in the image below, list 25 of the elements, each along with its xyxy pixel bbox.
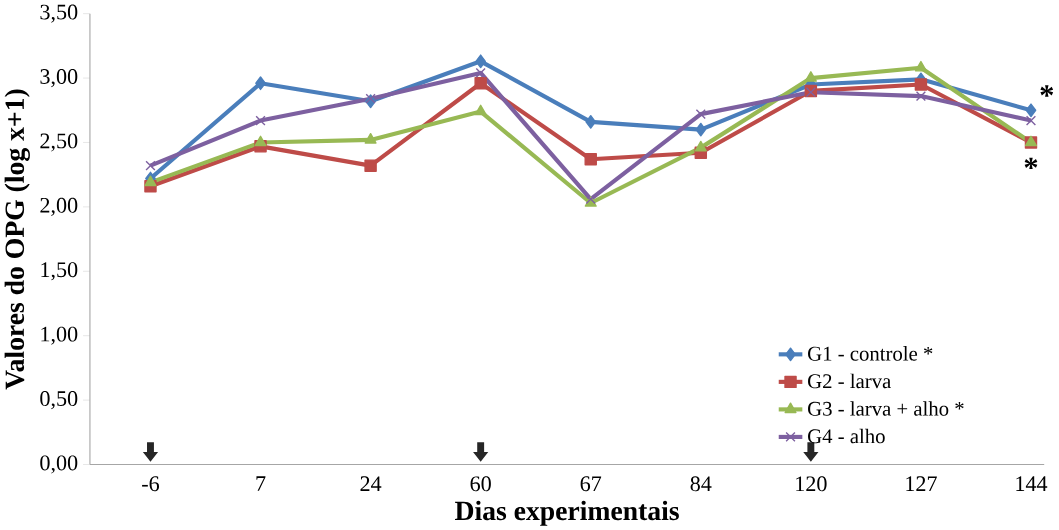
- legend-label: G1 - controle *: [808, 345, 933, 361]
- y-tick-label: 3,50: [40, 4, 78, 23]
- legend-label: G2 - larva: [808, 373, 891, 389]
- x-tick-label: -6: [142, 476, 160, 491]
- y-tick-label: 2,50: [40, 133, 78, 152]
- y-tick-label: 3,00: [40, 68, 78, 87]
- y-tick-label: 0,50: [40, 390, 78, 409]
- x-tick-label: 120: [796, 476, 827, 492]
- legend-label: G3 - larva + alho *: [808, 400, 964, 416]
- legend-label: G4 - alho: [808, 428, 885, 444]
- y-tick-label: 2,00: [40, 197, 78, 216]
- x-tick-label: 67: [580, 476, 602, 491]
- y-tick-label: 1,00: [41, 326, 78, 345]
- x-axis-title: Dias experimentais: [455, 500, 679, 526]
- x-tick-label: 7: [256, 476, 266, 491]
- x-tick-label: 24: [360, 476, 382, 491]
- x-tick-label: 84: [690, 476, 712, 492]
- y-axis-title: Valores do OPG (log x+1): [4, 89, 30, 390]
- annotation: *: [1024, 157, 1038, 169]
- annotation: *: [1040, 85, 1054, 97]
- x-tick-label: 127: [906, 476, 937, 491]
- y-tick-label: 0,00: [40, 455, 78, 474]
- x-tick-label: 144: [1016, 476, 1048, 491]
- y-tick-label: 1,50: [41, 262, 78, 281]
- x-tick-label: 60: [470, 476, 491, 492]
